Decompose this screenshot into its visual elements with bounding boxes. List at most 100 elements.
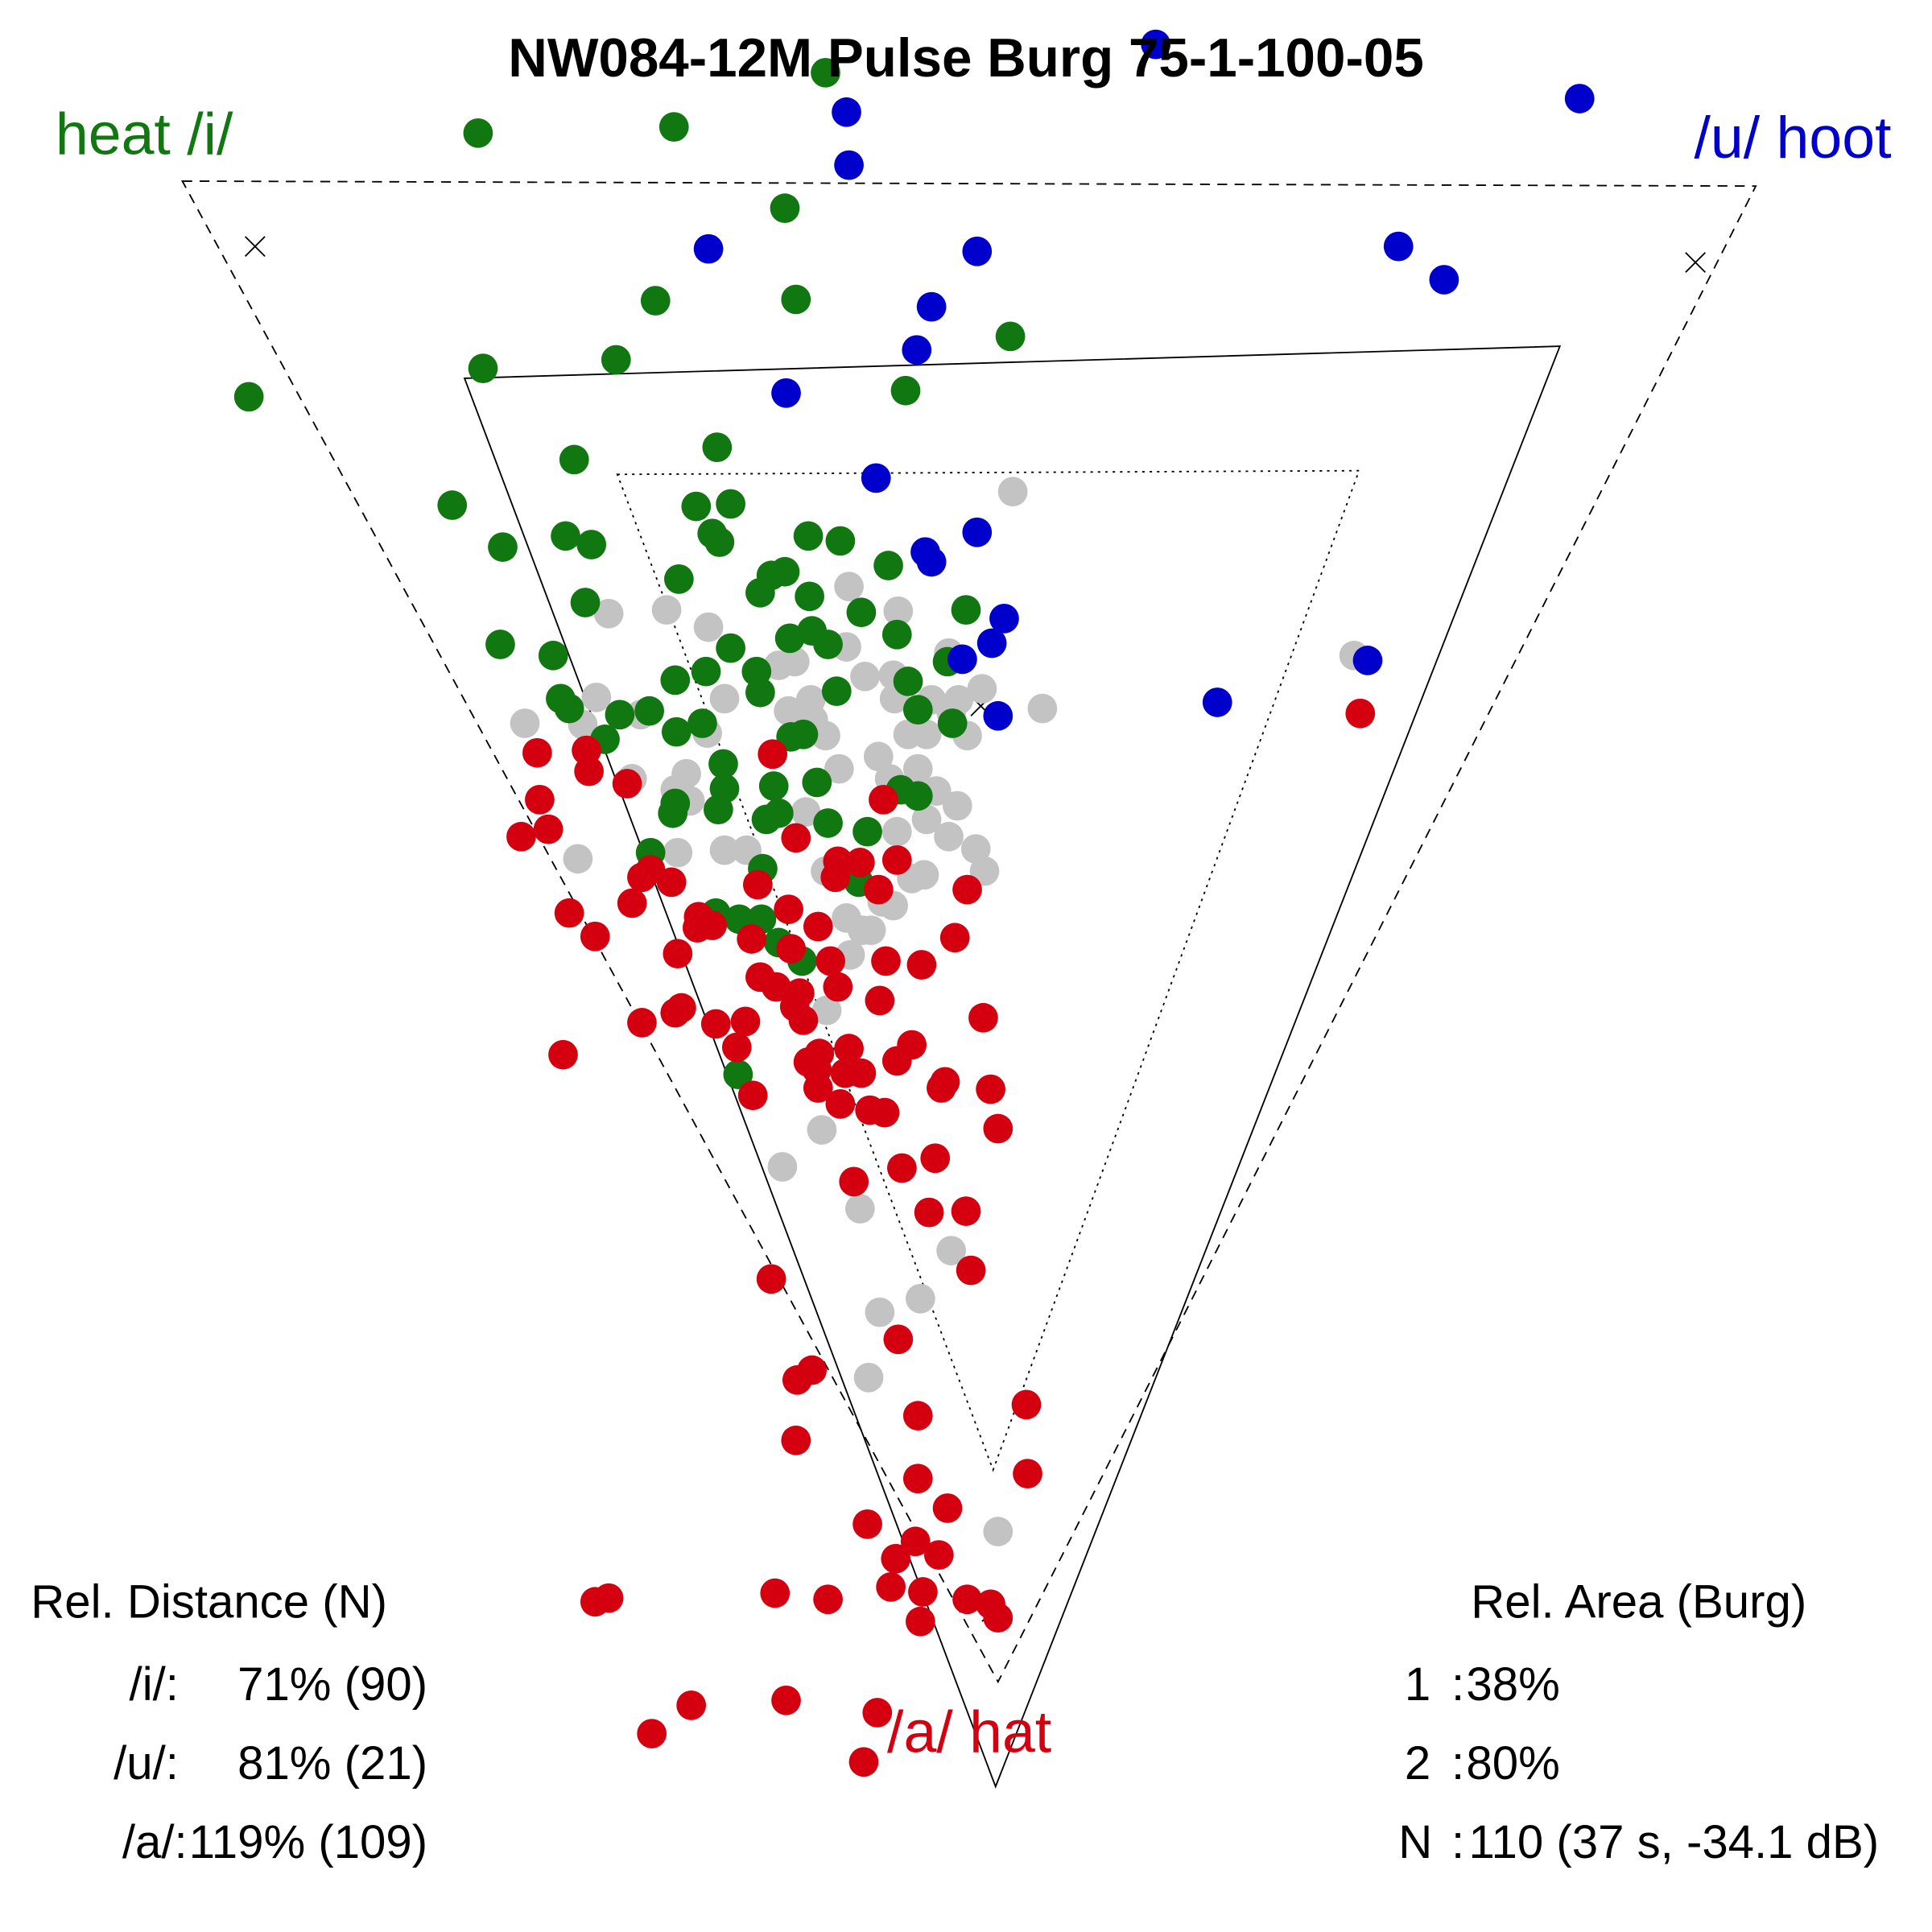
data-point	[869, 1097, 900, 1128]
data-point	[776, 934, 807, 964]
chart-title: NW084-12M Pulse Burg 75-1-100-05	[508, 28, 1424, 89]
data-point	[693, 233, 724, 264]
data-point	[865, 985, 895, 1016]
label-i: heat /i/	[56, 100, 233, 167]
data-point	[881, 1046, 912, 1076]
triangle-dashed	[180, 180, 1757, 1684]
centroid-markers	[244, 236, 1707, 1622]
data-point	[581, 682, 612, 712]
data-point	[865, 1297, 895, 1327]
triangle-dotted	[616, 469, 1360, 1472]
data-point	[580, 921, 610, 952]
data-point	[233, 382, 264, 412]
data-point	[551, 521, 580, 551]
data-point	[538, 640, 568, 671]
data-point	[845, 1194, 875, 1224]
data-point	[760, 1578, 791, 1608]
data-point	[902, 781, 933, 811]
data-point	[663, 939, 693, 969]
data-point	[782, 1364, 812, 1395]
data-point	[811, 995, 842, 1026]
data-point	[774, 894, 803, 924]
data-point	[920, 1143, 951, 1174]
data-point	[902, 1463, 933, 1494]
data-point	[937, 708, 968, 738]
data-point	[593, 1583, 624, 1613]
data-point	[795, 581, 824, 612]
data-point	[533, 814, 564, 844]
data-point	[781, 823, 811, 853]
data-point	[658, 112, 689, 142]
data-point	[936, 1236, 966, 1265]
data-point	[793, 521, 824, 551]
data-point	[485, 630, 515, 659]
data-point	[803, 1073, 833, 1103]
data-point	[983, 1113, 1013, 1144]
stats-left-label: /u/:	[114, 1737, 179, 1790]
data-point	[811, 57, 840, 88]
data-point	[730, 1006, 761, 1037]
data-point	[968, 1002, 998, 1033]
data-point	[506, 821, 536, 852]
data-point	[651, 595, 682, 625]
data-point	[612, 769, 642, 799]
data-point	[902, 1401, 933, 1431]
data-point	[815, 946, 845, 976]
x-marker	[244, 236, 266, 258]
data-point	[825, 1089, 856, 1119]
data-point	[834, 150, 864, 180]
data-point	[1141, 29, 1171, 60]
data-point	[852, 1509, 882, 1539]
data-point	[900, 1526, 931, 1557]
data-point	[570, 588, 601, 617]
data-point	[803, 911, 833, 942]
data-point	[969, 856, 1000, 886]
data-point	[1011, 1389, 1042, 1420]
data-point	[902, 753, 933, 784]
data-point	[890, 375, 921, 406]
colon: :	[1451, 1816, 1464, 1868]
data-point	[916, 291, 947, 322]
data-point	[634, 696, 664, 726]
data-point	[908, 1577, 938, 1607]
data-point	[839, 1166, 869, 1197]
stats-right-label: 2	[1405, 1737, 1430, 1790]
data-point	[601, 345, 631, 375]
stats-left-value: 119% (109)	[189, 1816, 427, 1868]
data-point	[745, 677, 775, 708]
data-point	[962, 236, 993, 266]
data-point	[834, 572, 864, 601]
data-point	[881, 845, 912, 875]
data-point	[832, 97, 861, 127]
data-point	[721, 1032, 752, 1063]
data-point	[1027, 693, 1058, 724]
data-point	[510, 708, 540, 738]
data-point	[554, 898, 584, 928]
data-point	[522, 737, 552, 768]
data-point	[1345, 698, 1376, 729]
data-point	[856, 915, 886, 945]
data-point	[995, 321, 1026, 352]
data-point	[716, 633, 746, 663]
data-point	[962, 517, 993, 547]
data-point	[771, 1685, 801, 1715]
data-point	[939, 923, 970, 953]
data-point	[1383, 231, 1414, 262]
data-point	[770, 193, 800, 224]
data-point	[906, 950, 937, 980]
data-point	[911, 804, 942, 835]
data-point	[788, 1005, 819, 1035]
data-point	[825, 526, 856, 556]
data-point	[593, 598, 624, 629]
data-point	[997, 477, 1028, 507]
data-point	[774, 696, 803, 726]
data-point	[813, 630, 843, 659]
data-point	[883, 596, 914, 626]
stats-left-label: /a/:	[122, 1816, 188, 1868]
data-point	[834, 1034, 864, 1063]
data-point	[745, 577, 775, 608]
data-point	[681, 491, 712, 522]
data-point	[887, 1153, 917, 1183]
stats-left: Rel. Distance (N) /i/: 71% (90) /u/: 81%…	[31, 1576, 427, 1868]
data-point	[960, 834, 991, 864]
